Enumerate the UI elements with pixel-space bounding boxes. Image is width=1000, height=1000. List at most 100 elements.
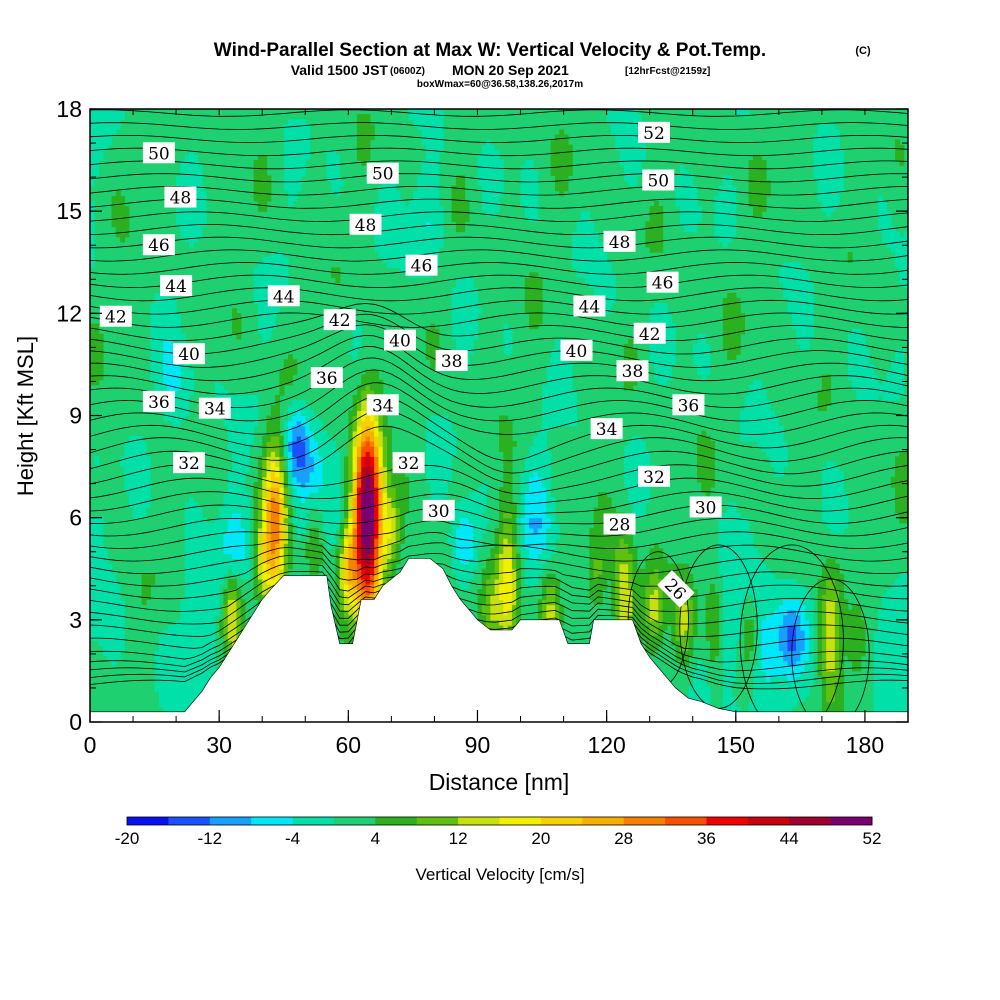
- w-cell: [115, 589, 121, 595]
- w-cell: [387, 236, 392, 243]
- w-cell: [348, 635, 354, 641]
- w-cell: [180, 599, 186, 606]
- w-cell: [473, 512, 479, 519]
- w-cell: [391, 211, 397, 217]
- w-cell: [365, 369, 371, 376]
- w-cell: [481, 190, 487, 197]
- w-cell: [434, 241, 440, 248]
- w-cell: [236, 589, 242, 595]
- w-cell: [292, 456, 298, 463]
- w-cell: [434, 195, 440, 202]
- w-cell: [348, 538, 354, 544]
- w-cell: [283, 522, 289, 529]
- w-cell: [503, 512, 509, 519]
- w-cell: [232, 487, 237, 493]
- w-cell: [167, 338, 173, 345]
- w-cell: [305, 492, 311, 498]
- w-cell: [529, 292, 535, 299]
- w-cell: [266, 415, 272, 422]
- w-cell: [473, 507, 479, 514]
- w-cell: [318, 553, 324, 560]
- w-cell: [369, 512, 375, 519]
- w-cell: [253, 548, 259, 555]
- w-cell: [270, 558, 276, 565]
- w-cell: [365, 522, 371, 529]
- w-cell: [339, 584, 345, 590]
- w-cell: [223, 635, 229, 641]
- w-cell: [279, 481, 285, 488]
- w-cell: [214, 599, 220, 606]
- w-cell: [94, 563, 100, 570]
- w-cell: [460, 538, 466, 544]
- w-cell: [193, 563, 199, 570]
- w-cell: [163, 691, 169, 698]
- w-cell: [374, 553, 380, 560]
- w-cell: [481, 144, 487, 151]
- w-cell: [524, 527, 530, 534]
- w-cell: [279, 466, 285, 473]
- w-cell: [529, 466, 535, 473]
- w-cell: [189, 532, 194, 539]
- w-cell: [507, 614, 513, 621]
- w-cell: [455, 333, 461, 340]
- w-cell: [232, 604, 237, 611]
- w-cell: [473, 492, 479, 498]
- w-cell: [421, 160, 427, 166]
- w-cell: [94, 149, 100, 156]
- w-cell: [244, 441, 250, 447]
- w-cell: [288, 543, 293, 549]
- w-cell: [98, 609, 104, 616]
- w-cell: [236, 415, 242, 422]
- w-cell: [451, 190, 457, 197]
- w-cell: [369, 415, 375, 422]
- w-cell: [378, 573, 384, 580]
- w-cell: [331, 502, 336, 509]
- w-cell: [232, 461, 237, 468]
- w-cell: [158, 359, 164, 366]
- w-cell: [90, 139, 95, 146]
- w-cell: [348, 349, 354, 355]
- w-cell: [197, 635, 203, 641]
- w-cell: [98, 624, 104, 631]
- w-cell: [111, 119, 117, 125]
- w-cell: [279, 517, 285, 524]
- w-cell: [369, 573, 375, 580]
- w-cell: [417, 221, 423, 228]
- w-cell: [417, 246, 423, 253]
- w-cell: [210, 624, 216, 631]
- w-cell: [365, 507, 371, 514]
- w-cell: [90, 124, 95, 131]
- w-cell: [494, 568, 500, 575]
- w-cell: [430, 338, 436, 345]
- w-cell: [335, 568, 341, 575]
- w-cell: [288, 379, 293, 386]
- w-cell: [163, 359, 169, 366]
- w-cell: [567, 165, 573, 171]
- w-cell: [369, 594, 375, 600]
- w-cell: [120, 206, 126, 212]
- w-cell: [464, 200, 470, 207]
- w-cell: [90, 614, 95, 621]
- w-cell: [399, 527, 405, 534]
- w-cell: [262, 282, 268, 289]
- w-cell: [184, 640, 190, 646]
- w-cell: [455, 298, 461, 304]
- w-cell: [206, 568, 212, 575]
- w-cell: [417, 114, 423, 120]
- w-cell: [395, 553, 401, 560]
- w-cell: [244, 435, 250, 442]
- w-cell: [499, 532, 504, 539]
- w-cell: [180, 701, 186, 708]
- w-cell: [331, 522, 336, 529]
- w-cell: [137, 476, 143, 483]
- w-cell: [425, 170, 431, 177]
- w-cell: [184, 374, 190, 381]
- w-cell: [335, 497, 341, 503]
- w-cell: [361, 451, 367, 457]
- w-cell: [563, 415, 569, 422]
- w-cell: [499, 548, 504, 555]
- w-cell: [481, 619, 487, 626]
- w-cell: [94, 578, 100, 585]
- w-cell: [464, 318, 470, 325]
- w-cell: [305, 553, 311, 560]
